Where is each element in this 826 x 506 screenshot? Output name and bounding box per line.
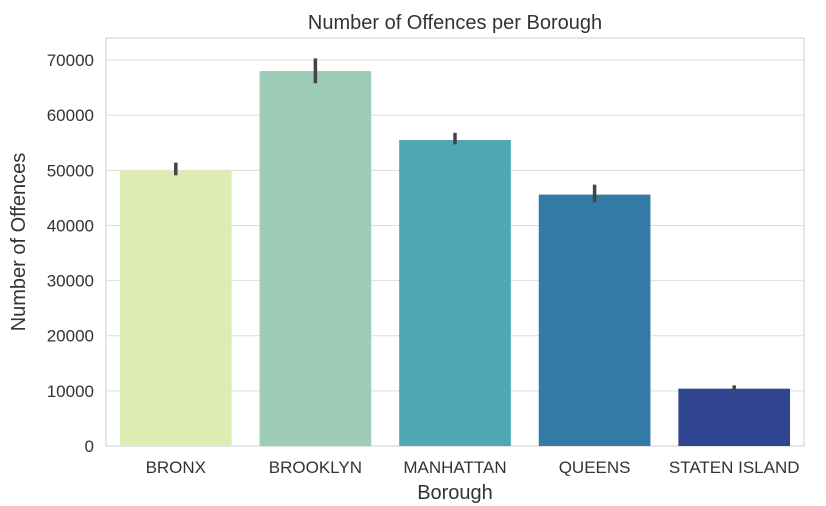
- x-tick-label: QUEENS: [559, 458, 631, 477]
- bar-brooklyn: [259, 71, 372, 446]
- x-tick-label: STATEN ISLAND: [669, 458, 800, 477]
- error-bars: [174, 58, 736, 391]
- bar-queens: [538, 194, 651, 446]
- y-tick-label: 60000: [47, 106, 94, 125]
- y-axis-title: Number of Offences: [8, 153, 30, 332]
- bar-manhattan: [399, 140, 511, 446]
- bar-bronx: [119, 170, 232, 446]
- y-tick-label: 70000: [47, 51, 94, 70]
- chart-title: Number of Offences per Borough: [308, 12, 602, 34]
- x-tick-label: MANHATTAN: [403, 458, 506, 477]
- bar-staten-island: [678, 388, 791, 446]
- y-tick-label: 40000: [47, 216, 94, 235]
- x-tick-labels: BRONX BROOKLYN MANHATTAN QUEENS STATEN ISLAN…: [146, 458, 800, 477]
- bars: [119, 71, 791, 446]
- x-tick-label: BRONX: [146, 458, 206, 477]
- y-tick-label: 50000: [47, 161, 94, 180]
- y-tick-label: 10000: [47, 382, 94, 401]
- x-tick-label: BROOKLYN: [269, 458, 362, 477]
- y-tick-label: 0: [85, 437, 94, 456]
- x-axis-title: Borough: [417, 482, 493, 504]
- y-tick-label: 30000: [47, 272, 94, 291]
- y-tick-labels: 0 10000 20000 30000 40000 50000 60000 70000: [47, 51, 94, 456]
- y-tick-label: 20000: [47, 327, 94, 346]
